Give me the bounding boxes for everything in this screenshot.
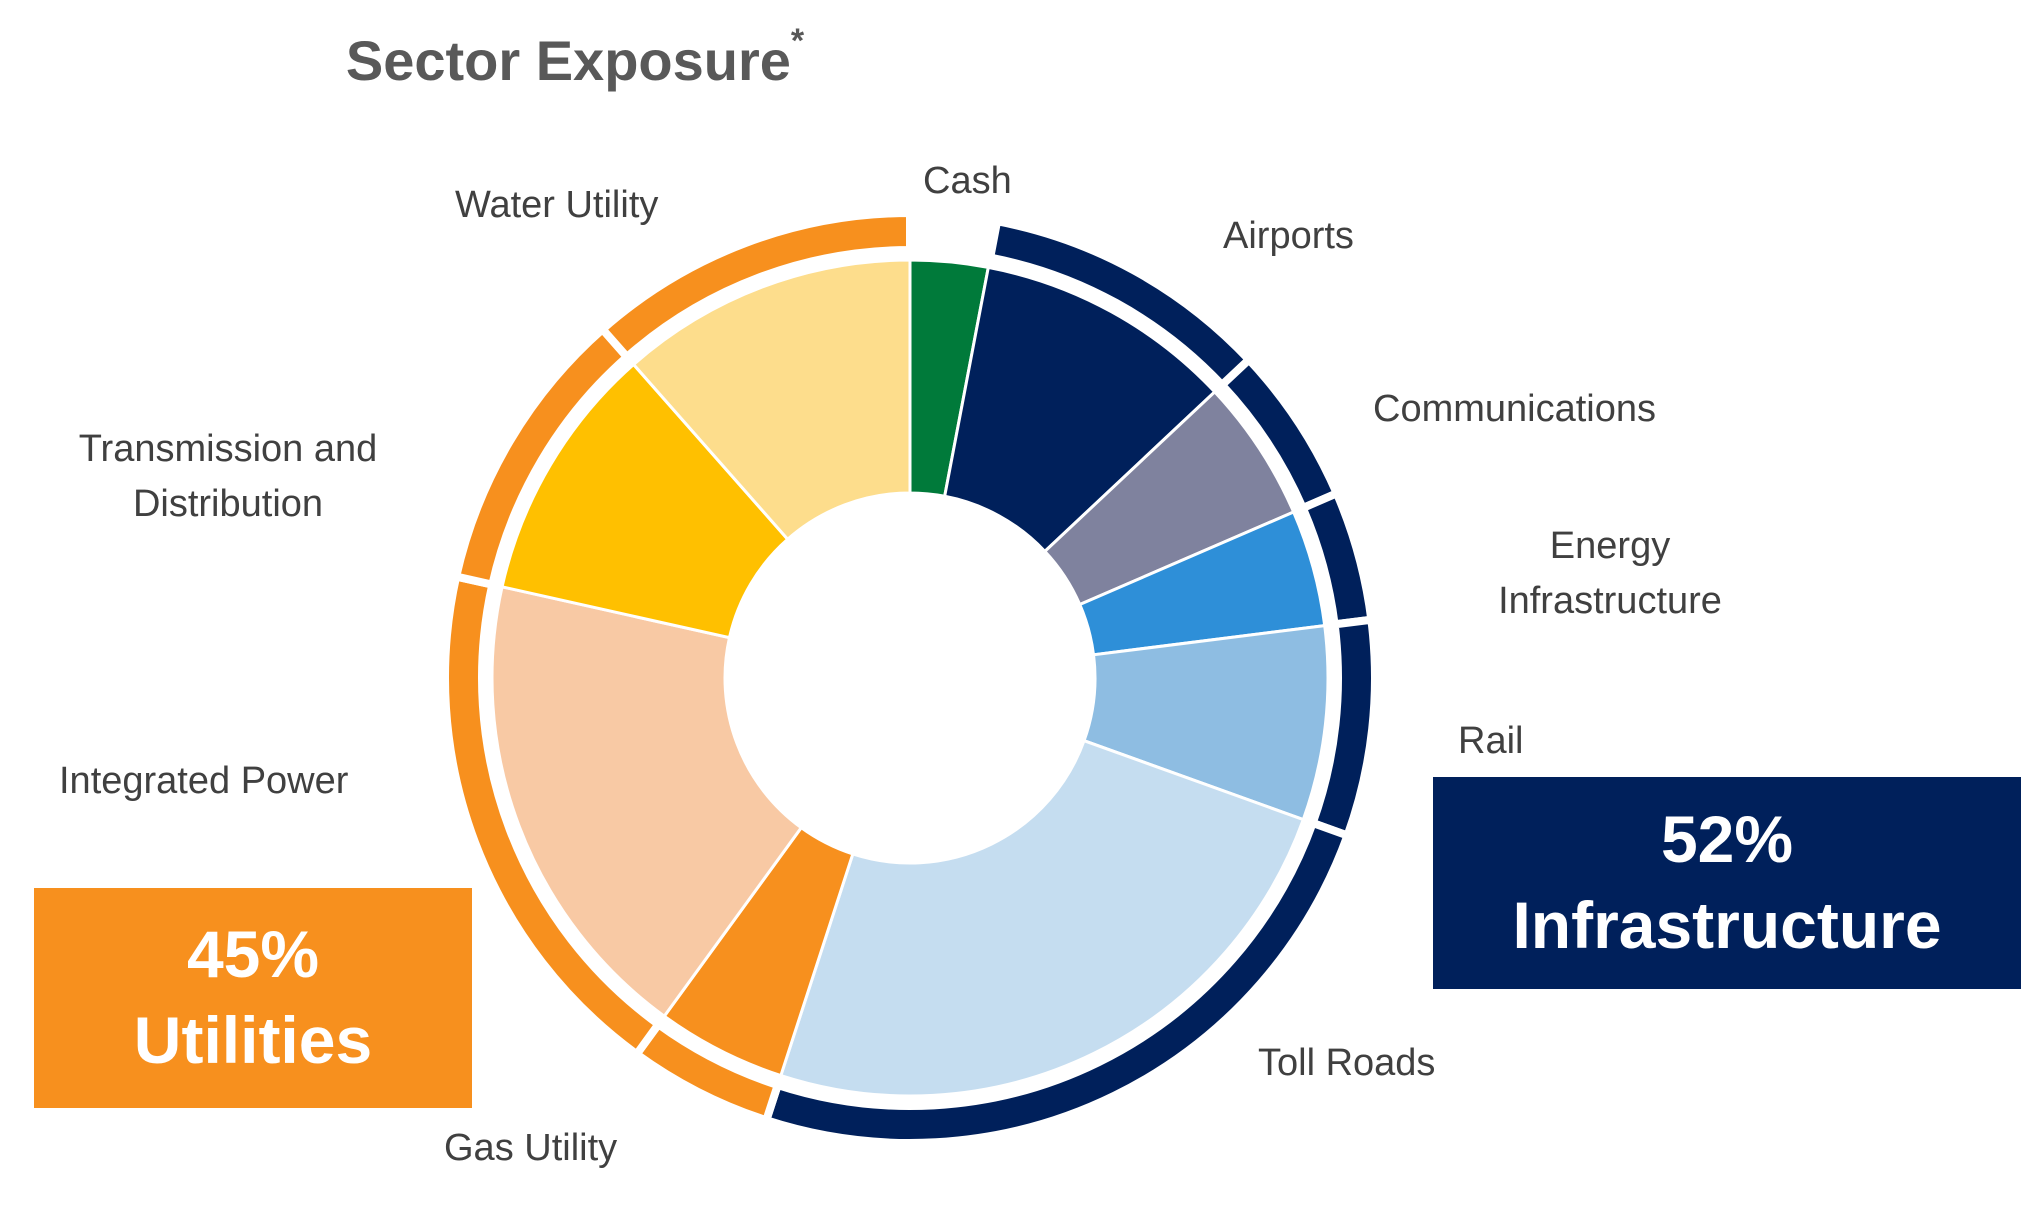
label-toll-roads: Toll Roads — [1258, 1042, 1436, 1084]
infrastructure-percent: 52% — [1660, 802, 1794, 877]
chart-title: Sector Exposure* — [345, 22, 805, 92]
label-transmission-line2: Distribution — [132, 483, 324, 525]
infrastructure-name: Infrastructure — [1512, 888, 1942, 962]
label-rail: Rail — [1458, 720, 1524, 762]
slice-airports — [942, 265, 1217, 554]
label-integrated-power: Integrated Power — [59, 760, 349, 802]
label-energy-line1: Energy — [1549, 525, 1671, 567]
label-cash: Cash — [923, 160, 1012, 202]
slice-transmission-and-distribution — [500, 362, 790, 640]
slice-integrated-power — [490, 585, 804, 1019]
group-ring — [441, 208, 1379, 1147]
label-water-utility: Water Utility — [455, 184, 659, 226]
title-footnote-marker: * — [790, 22, 805, 60]
slice-toll-roads — [778, 738, 1306, 1098]
label-airports: Airports — [1223, 215, 1354, 257]
slice-water-utility — [631, 258, 912, 542]
ring-segment-water-utility — [596, 208, 914, 363]
label-gas-utility: Gas Utility — [444, 1127, 618, 1169]
donut-slices — [490, 258, 1330, 1098]
utilities-percent: 45% — [186, 917, 320, 992]
label-transmission-line1: Transmission and — [78, 428, 378, 470]
utilities-name: Utilities — [133, 1003, 373, 1077]
utilities-callout: 45% Utilities — [34, 888, 472, 1108]
infrastructure-callout: 52% Infrastructure — [1433, 777, 2021, 989]
label-communications: Communications — [1373, 388, 1656, 430]
label-energy-line2: Infrastructure — [1498, 580, 1722, 622]
